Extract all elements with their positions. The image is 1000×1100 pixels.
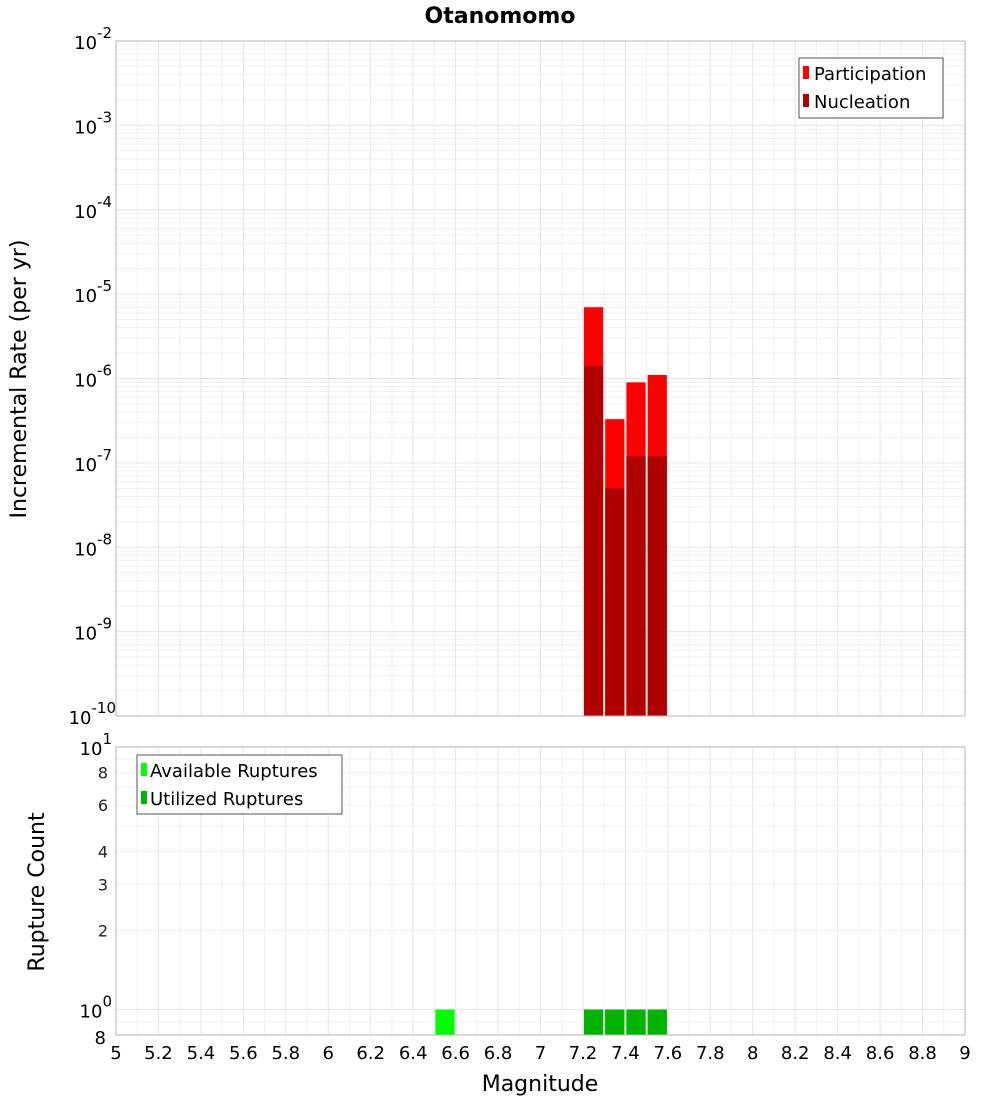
bottom-y-tick-labels: 100 101 8 2 3 4 6 8 xyxy=(80,730,112,1049)
top-y-tick-label: 10-10 xyxy=(69,699,116,729)
bottom-y-minor-tick-label: 2 xyxy=(98,922,108,941)
x-tick-label: 6.4 xyxy=(399,1043,428,1064)
top-legend-box xyxy=(798,57,944,119)
x-tick-label: 8.2 xyxy=(781,1043,810,1064)
x-tick-label: 5 xyxy=(110,1043,121,1064)
x-tick-label: 8.8 xyxy=(908,1043,937,1064)
legend-swatch-participation xyxy=(803,66,809,79)
bottom-y-minor-tick-label: 3 xyxy=(98,875,108,894)
top-plot-frame xyxy=(115,40,966,717)
top-y-tick-label: 10-2 xyxy=(74,24,112,54)
utilized-ruptures-bar xyxy=(583,1009,604,1035)
top-plot-grid xyxy=(115,41,966,717)
x-tick-label: 7 xyxy=(535,1043,546,1064)
chart-title: Otanomomo xyxy=(425,4,576,29)
legend-label-utilized-ruptures: Utilized Ruptures xyxy=(150,789,303,810)
utilized-ruptures-bar xyxy=(626,1009,646,1035)
nucleation-bar xyxy=(647,456,667,716)
x-tick-label: 7.6 xyxy=(654,1043,683,1064)
bottom-legend: Available Ruptures Utilized Ruptures xyxy=(136,754,343,815)
x-tick-label: 7.2 xyxy=(569,1043,598,1064)
nucleation-bar xyxy=(626,456,646,716)
bottom-y-major-tick-label: 101 xyxy=(80,730,112,760)
x-tick-label: 8 xyxy=(747,1043,758,1064)
top-y-tick-label: 10-7 xyxy=(74,446,112,476)
top-y-tick-label: 10-5 xyxy=(74,277,112,307)
x-tick-label: 8.4 xyxy=(823,1043,852,1064)
legend-label-participation: Participation xyxy=(814,64,926,85)
x-tick-label: 6 xyxy=(323,1043,334,1064)
bottom-y-major-tick-label: 100 xyxy=(80,993,112,1023)
utilized-ruptures-bar xyxy=(647,1009,667,1035)
top-y-tick-labels: 10-10 10-9 10-8 10-7 10-6 10-5 10-4 10-3 10-2 xyxy=(69,24,116,729)
x-tick-label: 7.8 xyxy=(696,1043,725,1064)
bottom-y-minor-tick-label: 6 xyxy=(98,796,108,815)
legend-swatch-utilized-ruptures xyxy=(141,791,147,804)
x-tick-label: 5.6 xyxy=(229,1043,258,1064)
available-ruptures-bar xyxy=(435,1009,455,1035)
top-y-tick-label: 10-4 xyxy=(74,193,112,223)
bottom-y-minor-tick-label: 4 xyxy=(98,842,108,861)
top-y-tick-label: 10-9 xyxy=(74,615,112,645)
bottom-plot-bars xyxy=(435,1009,667,1035)
x-tick-label: 6.6 xyxy=(441,1043,470,1064)
x-tick-label: 8.6 xyxy=(866,1043,895,1064)
bottom-plot-frame xyxy=(115,746,966,1036)
x-tick-labels: 5 5.2 5.4 5.6 5.8 6 6.2 6.4 6.6 6.8 7 7.2 7.4 7.6 7.8 8… xyxy=(110,1043,970,1064)
utilized-ruptures-bar xyxy=(605,1009,625,1035)
top-legend: Participation Nucleation xyxy=(798,57,944,119)
legend-label-nucleation: Nucleation xyxy=(814,92,910,113)
x-tick-label: 5.4 xyxy=(187,1043,216,1064)
top-y-tick-label: 10-3 xyxy=(74,108,112,138)
bottom-y-minor-tick-label: 8 xyxy=(95,1028,106,1049)
x-tick-label: 5.8 xyxy=(271,1043,300,1064)
x-tick-label: 9 xyxy=(959,1043,970,1064)
bottom-legend-box xyxy=(136,754,343,815)
x-tick-label: 5.2 xyxy=(144,1043,173,1064)
top-y-tick-label: 10-6 xyxy=(74,362,112,392)
x-tick-label: 6.2 xyxy=(356,1043,385,1064)
x-axis-title: Magnitude xyxy=(482,1072,599,1097)
bottom-y-axis-title: Rupture Count xyxy=(25,812,50,972)
top-y-tick-label: 10-8 xyxy=(74,530,112,560)
legend-swatch-available-ruptures xyxy=(141,763,147,776)
bottom-y-minor-tick-label: 8 xyxy=(98,763,108,782)
nucleation-bar xyxy=(583,366,604,716)
legend-label-available-ruptures: Available Ruptures xyxy=(150,761,318,782)
x-tick-label: 7.4 xyxy=(611,1043,640,1064)
legend-swatch-nucleation xyxy=(803,94,809,107)
top-y-axis-title: Incremental Rate (per yr) xyxy=(7,240,32,519)
top-plot-bars xyxy=(583,307,667,716)
nucleation-bar xyxy=(605,488,625,716)
x-tick-label: 6.8 xyxy=(484,1043,513,1064)
